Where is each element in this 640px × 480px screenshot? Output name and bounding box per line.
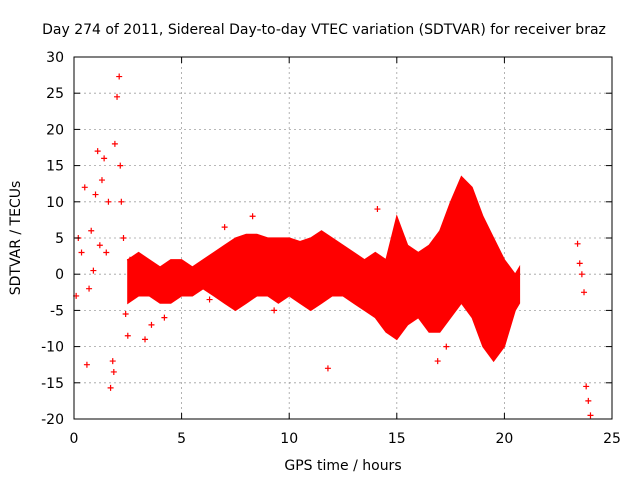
data-point [271,307,278,314]
y-tick-label: 25 [46,86,64,102]
data-point [118,198,125,205]
data-point [98,177,105,184]
x-tick-label: 10 [280,431,298,447]
y-tick-label: -10 [41,340,64,356]
data-point [221,224,228,231]
data-point [120,235,127,241]
x-tick-label: 15 [388,431,406,447]
data-point [94,148,101,155]
data-point [111,140,118,147]
data-band [127,175,521,363]
y-axis: 30 25 20 15 10 5 0 -5 -10 -15 -20 [41,50,612,428]
y-tick-label: 10 [46,195,64,211]
y-tick-label: 15 [46,159,64,175]
data-point [206,296,213,303]
data-point [581,289,588,296]
data-point [578,271,585,278]
y-tick-label: 5 [55,231,64,247]
data-point [114,93,121,100]
data-point [78,249,85,256]
data-point [583,383,590,390]
data-point [105,198,112,205]
y-tick-label: -5 [50,303,64,319]
x-tick-label: 20 [495,431,513,447]
data-point [443,343,450,350]
data-point [116,73,123,80]
data-point [249,213,256,220]
y-tick-label: 20 [46,122,64,138]
grid [74,57,612,419]
chart-title: Day 274 of 2011, Sidereal Day-to-day VTE… [42,22,606,38]
data-point [148,321,155,328]
y-tick-label: 30 [46,50,64,66]
data-point [117,162,124,169]
y-tick-label: -20 [41,412,64,428]
data-point [101,155,108,162]
data-point [576,260,583,267]
data-point [587,412,594,419]
x-axis: 0 5 10 15 20 25 [70,57,621,447]
data-point [86,285,93,292]
data-point [142,336,149,343]
data-points [73,73,594,419]
data-point [110,368,117,375]
band-area [127,175,521,363]
data-point [434,358,441,365]
x-axis-label: GPS time / hours [284,458,401,474]
data-point [161,314,168,321]
data-point [83,361,90,368]
data-point [88,227,95,234]
data-point [90,267,97,274]
data-point [124,332,131,339]
data-point [374,206,381,213]
x-tick-label: 5 [177,431,186,447]
y-axis-label: SDTVAR / TECUs [8,181,24,296]
data-point [96,242,103,249]
data-point [103,249,110,256]
data-point [126,256,133,263]
x-tick-label: 25 [603,431,621,447]
y-tick-label: -15 [41,376,64,392]
y-tick-label: 0 [55,267,64,283]
data-point [122,311,129,318]
data-point [324,365,331,372]
data-point [585,397,592,404]
data-point [81,184,88,191]
data-point [92,191,99,198]
data-point [574,240,581,247]
data-point [109,358,116,365]
x-tick-label: 0 [70,431,79,447]
data-point [107,384,114,391]
